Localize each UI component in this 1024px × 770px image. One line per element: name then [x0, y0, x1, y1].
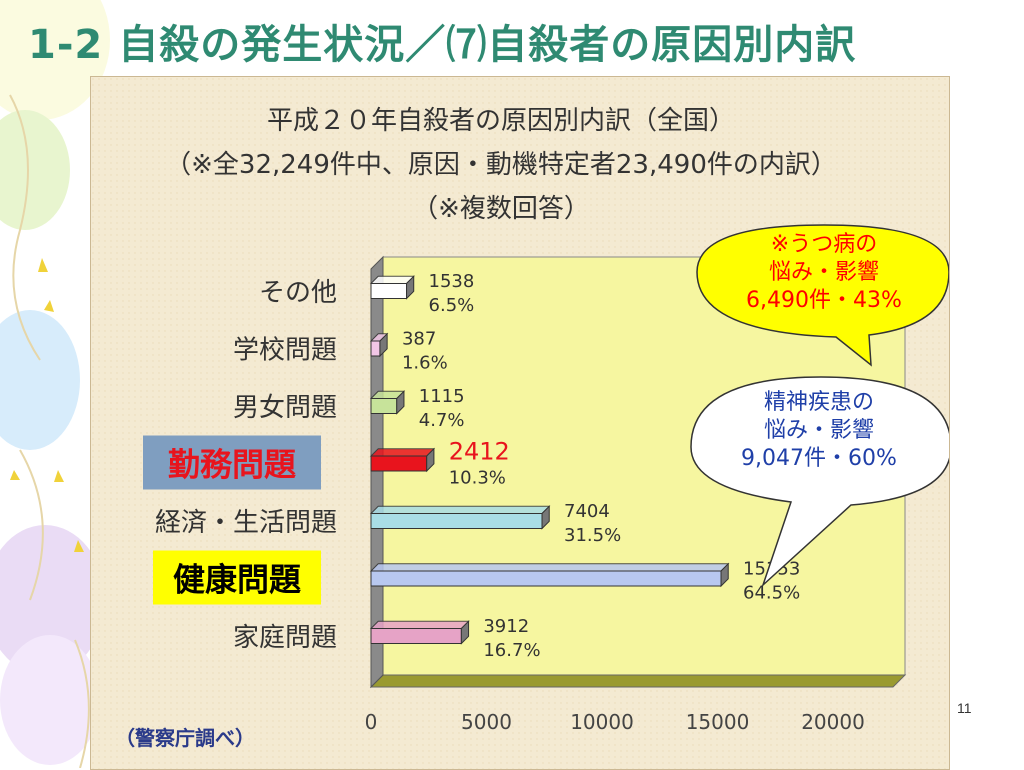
page-number: 11	[957, 700, 972, 716]
source-note: （警察庁調べ）	[115, 726, 255, 750]
category-highlight-5	[153, 550, 321, 605]
bar-side-2	[396, 390, 405, 415]
x-tick-label-0: 0	[365, 710, 378, 734]
category-label-6: 家庭問題	[233, 623, 337, 653]
value-label-2: 1115	[419, 386, 465, 407]
value-label-4: 7404	[564, 501, 610, 522]
category-label-1: 学校問題	[233, 336, 337, 366]
bar-4	[370, 513, 543, 529]
x-tick-label-3: 15000	[686, 710, 750, 734]
bar-side-6	[460, 620, 470, 645]
bar-0	[370, 283, 408, 299]
percent-label-0: 6.5%	[429, 295, 475, 316]
value-label-5: 15153	[743, 559, 800, 580]
percent-label-2: 4.7%	[419, 410, 465, 431]
bar-side-4	[541, 505, 550, 530]
bar-2	[370, 398, 398, 414]
chart-frame: 平成２０年自殺者の原因別内訳（全国） （※全32,249件中、原因・動機特定者23…	[90, 76, 950, 770]
bar-top-6	[369, 620, 470, 629]
value-label-6: 3912	[483, 616, 529, 637]
bar-side-1	[379, 332, 388, 358]
bar-5	[370, 570, 722, 587]
value-label-0: 1538	[429, 271, 475, 292]
mental-illness-callout-text: 精神疾患の 悩み・影響 9,047件・60%	[699, 389, 939, 473]
bar-1	[370, 340, 381, 357]
x-tick-label-4: 20000	[801, 710, 865, 734]
bar-side-3	[426, 447, 435, 473]
bar-top-5	[369, 563, 730, 572]
category-label-3: 勤務問題	[168, 446, 296, 484]
category-highlight-3	[143, 435, 321, 490]
bar-3	[370, 455, 428, 472]
depression-callout-line-3: 6,490件・43%	[746, 288, 902, 313]
x-tick-label-1: 5000	[461, 710, 512, 734]
category-label-0: その他	[259, 278, 337, 308]
percent-label-4: 31.5%	[564, 525, 621, 546]
bar-top-3	[369, 448, 436, 457]
mental-illness-callout-line-1: 精神疾患の	[763, 390, 874, 415]
category-label-4: 経済・生活問題	[155, 508, 337, 538]
category-label-5: 健康問題	[173, 561, 301, 599]
percent-label-1: 1.6%	[402, 353, 448, 374]
depression-callout-line-2: 悩み・影響	[768, 260, 879, 285]
chart-floor	[369, 674, 907, 688]
category-label-2: 男女問題	[233, 393, 337, 423]
percent-label-6: 16.7%	[483, 640, 540, 661]
value-label-3: 2412	[449, 438, 510, 466]
mental-illness-callout-line-2: 悩み・影響	[763, 418, 874, 443]
chart-title-line-1: 平成２０年自殺者の原因別内訳（全国）	[267, 106, 735, 136]
depression-callout-line-1: ※うつ病の	[770, 232, 878, 257]
percent-label-5: 64.5%	[743, 583, 800, 604]
depression-callout-text: ※うつ病の 悩み・影響 6,490件・43%	[709, 231, 939, 315]
x-tick-label-2: 10000	[570, 710, 634, 734]
bar-6	[370, 628, 462, 644]
chart-title-line-3: （※複数回答）	[412, 194, 590, 224]
chart-title-line-2: （※全32,249件中、原因・動機特定者23,490件の内訳）	[165, 150, 837, 180]
percent-label-3: 10.3%	[449, 468, 506, 489]
bar-side-0	[406, 275, 415, 300]
value-label-1: 387	[402, 329, 436, 350]
slide-title: 1-2 自殺の発生状況／⑺自殺者の原因別内訳	[28, 22, 857, 68]
bar-top-4	[369, 505, 551, 514]
mental-illness-callout-line-3: 9,047件・60%	[741, 446, 897, 471]
